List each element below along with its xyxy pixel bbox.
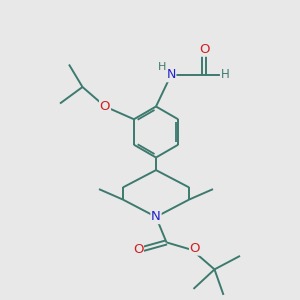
Text: O: O xyxy=(199,43,209,56)
Text: N: N xyxy=(166,68,176,82)
Text: O: O xyxy=(133,243,143,256)
Text: O: O xyxy=(190,242,200,255)
Text: N: N xyxy=(151,210,161,224)
Text: H: H xyxy=(158,62,166,73)
Text: O: O xyxy=(100,100,110,113)
Text: H: H xyxy=(220,68,230,82)
